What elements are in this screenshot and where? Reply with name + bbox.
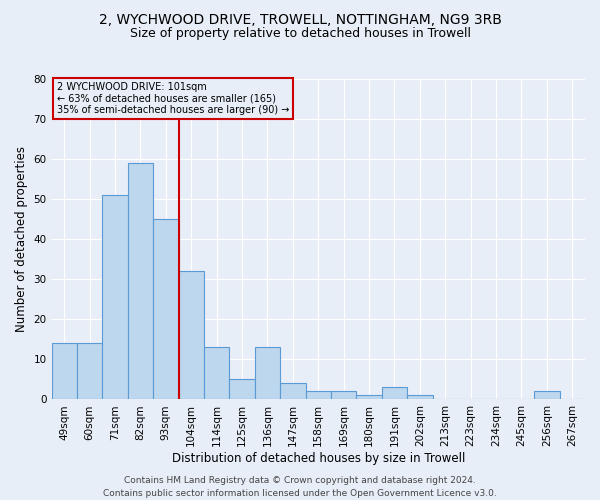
Bar <box>534 392 560 400</box>
X-axis label: Distribution of detached houses by size in Trowell: Distribution of detached houses by size … <box>172 452 465 465</box>
Bar <box>407 396 433 400</box>
Bar <box>229 380 255 400</box>
Text: 2, WYCHWOOD DRIVE, TROWELL, NOTTINGHAM, NG9 3RB: 2, WYCHWOOD DRIVE, TROWELL, NOTTINGHAM, … <box>98 12 502 26</box>
Text: Size of property relative to detached houses in Trowell: Size of property relative to detached ho… <box>130 28 470 40</box>
Bar <box>255 348 280 400</box>
Bar <box>305 392 331 400</box>
Bar <box>280 384 305 400</box>
Bar <box>179 272 204 400</box>
Bar <box>52 344 77 400</box>
Bar <box>128 163 153 400</box>
Text: 2 WYCHWOOD DRIVE: 101sqm
← 63% of detached houses are smaller (165)
35% of semi-: 2 WYCHWOOD DRIVE: 101sqm ← 63% of detach… <box>57 82 289 116</box>
Y-axis label: Number of detached properties: Number of detached properties <box>15 146 28 332</box>
Bar <box>382 388 407 400</box>
Bar <box>103 195 128 400</box>
Text: Contains HM Land Registry data © Crown copyright and database right 2024.
Contai: Contains HM Land Registry data © Crown c… <box>103 476 497 498</box>
Bar <box>331 392 356 400</box>
Bar <box>204 348 229 400</box>
Bar <box>356 396 382 400</box>
Bar <box>77 344 103 400</box>
Bar <box>153 219 179 400</box>
